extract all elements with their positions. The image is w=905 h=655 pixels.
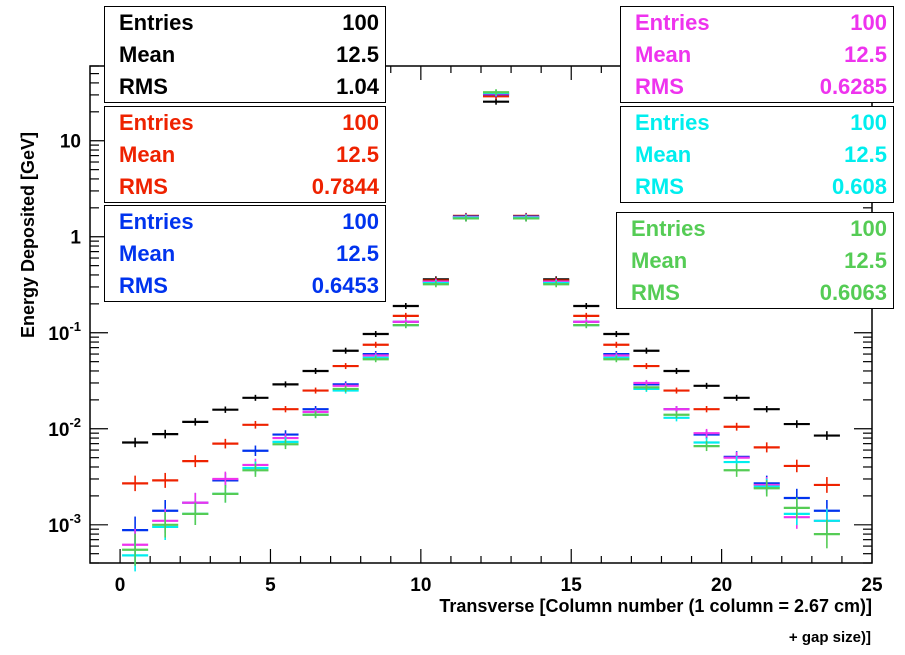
stat-value: 100 [342,209,379,234]
stat-label: RMS [119,174,168,199]
stat-label: RMS [631,280,680,305]
stat-value: 0.6063 [819,280,887,305]
y-tick-base: 10 [48,516,69,537]
stat-row-mean: Mean 12.5 [119,39,379,71]
stat-label: Entries [635,10,710,35]
stat-row-rms: RMS 0.608 [635,171,887,203]
stat-row-entries: Entries 100 [119,206,379,238]
stat-value: 0.7844 [311,174,379,199]
stat-label: Entries [635,110,710,135]
stat-value: 1.04 [336,74,379,99]
stat-label: Entries [119,209,194,234]
stat-value: 100 [850,216,887,241]
stat-label: Entries [119,10,194,35]
series-layer [122,89,840,572]
stat-box-series-3: Entries 100 Mean 12.5 RMS 0.6453 [104,205,386,302]
stat-value: 100 [850,110,887,135]
stat-row-entries: Entries 100 [635,7,887,39]
stat-row-entries: Entries 100 [119,7,379,39]
x-tick-label: 25 [861,575,883,596]
stat-label: Mean [119,42,176,67]
stat-value: 12.5 [844,42,887,67]
y-tick-label: 10-2 [48,415,81,441]
stat-value: 12.5 [336,42,379,67]
stat-value: 0.6453 [311,273,379,298]
stat-label: Entries [631,216,706,241]
x-axis-label: Transverse [Column number (1 column = 2.… [439,596,872,616]
y-tick-exponent: -1 [69,319,81,334]
y-tick-base: 1 [70,228,81,249]
stat-box-series-5: Entries 100 Mean 12.5 RMS 0.608 [620,106,894,203]
stat-box-series-1: Entries 100 Mean 12.5 RMS 1.04 [104,6,386,103]
stat-label: Mean [635,42,692,67]
stat-row-rms: RMS 1.04 [119,71,379,103]
y-axis-label: Energy Deposited [GeV] [18,131,38,338]
stat-label: RMS [119,273,168,298]
stat-label: Mean [119,142,176,167]
stat-label: Mean [119,241,176,266]
y-tick-exponent: -3 [69,511,81,526]
stat-row-mean: Mean 12.5 [119,238,379,270]
x-tick-label: 0 [115,575,126,596]
x-tick-label: 5 [265,575,276,596]
stat-value: 12.5 [336,241,379,266]
stat-label: RMS [635,174,684,199]
stat-value: 0.6285 [819,74,887,99]
stat-row-entries: Entries 100 [631,213,887,245]
y-tick-label: 1 [70,228,81,249]
stat-label: Entries [119,110,194,135]
stat-label: RMS [119,74,168,99]
y-tick-label: 10-3 [48,511,81,537]
stat-value: 0.608 [831,174,887,199]
stat-row-mean: Mean 12.5 [635,139,887,171]
y-tick-base: 10 [60,132,81,153]
x-axis-label-continued: + gap size)] [788,629,871,646]
series-6 [122,89,840,566]
x-tick-label: 20 [711,575,732,596]
stat-value: 12.5 [844,142,887,167]
y-tick-label: 10 [60,132,81,153]
stat-label: RMS [635,74,684,99]
stat-row-rms: RMS 0.7844 [119,171,379,203]
stat-label: Mean [635,142,692,167]
y-tick-base: 10 [48,420,69,441]
stat-row-rms: RMS 0.6453 [119,270,379,302]
stat-value: 12.5 [844,248,887,273]
stat-row-mean: Mean 12.5 [119,139,379,171]
y-tick-label: 10-1 [48,319,81,345]
stat-value: 100 [342,110,379,135]
stat-box-series-4: Entries 100 Mean 12.5 RMS 0.6285 [620,6,894,103]
stat-row-mean: Mean 12.5 [635,39,887,71]
stat-value: 100 [342,10,379,35]
stat-row-entries: Entries 100 [119,107,379,139]
stat-row-mean: Mean 12.5 [631,245,887,277]
y-tick-base: 10 [48,324,69,345]
x-tick-label: 10 [410,575,431,596]
stat-box-series-6: Entries 100 Mean 12.5 RMS 0.6063 [616,212,894,309]
series-2 [122,93,840,493]
stat-box-series-2: Entries 100 Mean 12.5 RMS 0.7844 [104,106,386,203]
stat-value: 12.5 [336,142,379,167]
stat-value: 100 [850,10,887,35]
stat-row-rms: RMS 0.6063 [631,277,887,309]
y-tick-exponent: -2 [69,415,81,430]
stat-label: Mean [631,248,688,273]
stat-row-entries: Entries 100 [635,107,887,139]
x-tick-label: 15 [561,575,583,596]
stat-row-rms: RMS 0.6285 [635,71,887,103]
